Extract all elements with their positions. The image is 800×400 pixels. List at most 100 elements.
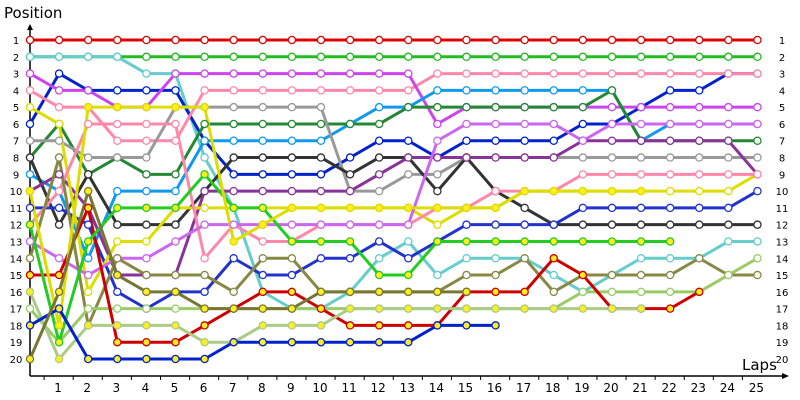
series-20-point [578, 304, 588, 313]
series-2-point [316, 52, 326, 62]
series-2-point [258, 52, 268, 62]
series-14-point [607, 170, 617, 179]
series-12-point [578, 203, 588, 213]
series-12-point [83, 220, 93, 229]
series-7-point [578, 86, 588, 95]
series-15-point [491, 119, 500, 129]
series-16-point [520, 254, 529, 263]
y-axis-arrow [27, 24, 33, 30]
series-15-point [520, 119, 529, 129]
series-1-point [54, 35, 64, 45]
series-21-point [316, 203, 326, 213]
series-4-point [113, 86, 122, 95]
series-3-point [665, 254, 675, 263]
x-tick-label: 15 [458, 381, 473, 395]
series-6-point [695, 102, 704, 112]
series-18-point [171, 337, 180, 347]
series-5-point [171, 136, 180, 145]
series-1-point [83, 35, 93, 45]
series-12-point [287, 270, 297, 280]
series-5-point [316, 86, 326, 95]
series-12-point [695, 203, 704, 213]
series-6-point [258, 69, 268, 78]
series-line-18 [30, 206, 701, 344]
series-4-point [549, 136, 559, 145]
series-7-point [200, 136, 209, 145]
series-2-point [374, 52, 384, 62]
series-23-point [200, 304, 209, 313]
x-tick-label: 4 [142, 381, 150, 395]
series-11-point [491, 153, 500, 162]
series-21-point [142, 102, 151, 112]
series-18-point [258, 287, 268, 297]
series-2-point [287, 52, 297, 62]
series-15-point [607, 119, 617, 129]
series-23-point [404, 287, 413, 297]
series-7-point [142, 186, 151, 196]
series-3-point [724, 237, 733, 246]
series-20-point [374, 304, 384, 313]
series-16-point [665, 270, 675, 280]
series-19-point [113, 203, 122, 213]
series-2-point [171, 52, 180, 62]
series-12-point [316, 254, 326, 263]
series-line-22 [29, 307, 496, 361]
series-5-point [724, 69, 733, 78]
series-19-point [491, 237, 500, 246]
series-19-point [200, 170, 209, 179]
series-6-point [636, 102, 646, 112]
series-10-point [665, 220, 675, 229]
series-12-point [724, 203, 733, 213]
series-4-point [665, 86, 675, 95]
series-line-15 [29, 122, 758, 277]
series-5-point [200, 86, 209, 95]
series-11-point [404, 153, 413, 162]
series-11-point [433, 153, 442, 162]
series-16-point [636, 270, 646, 280]
series-1-point [636, 35, 646, 45]
series-21-point [433, 203, 442, 213]
series-22-point [54, 304, 64, 313]
series-3-point [753, 237, 762, 246]
series-5-point [549, 69, 559, 78]
x-tick-label: 11 [341, 381, 356, 395]
series-line-20 [28, 291, 642, 361]
series-22-point [142, 354, 151, 364]
series-15-point [83, 270, 93, 280]
series-8-point [404, 102, 413, 112]
y-tick-label-right: 1 [779, 36, 785, 47]
y-tick-label-right: 19 [776, 338, 789, 349]
x-tick-label: 22 [662, 381, 677, 395]
series-5-point [636, 69, 646, 78]
y-tick-label-right: 3 [779, 70, 785, 81]
series-19-point [374, 270, 384, 280]
series-20-point [113, 321, 122, 330]
series-8-point [578, 102, 588, 112]
series-7-point [520, 86, 529, 95]
series-8-point [171, 170, 180, 179]
series-1-point [25, 35, 35, 45]
series-6-point [345, 69, 355, 78]
series-10-point [724, 220, 733, 229]
series-17-point [113, 304, 122, 313]
series-12-point [607, 203, 617, 213]
series-17-point [142, 304, 151, 313]
series-12-point [113, 287, 122, 297]
series-5-point [462, 69, 471, 78]
series-line-9 [30, 105, 758, 193]
series-23-point [113, 270, 122, 280]
series-19-point [229, 203, 238, 213]
series-16-point [462, 270, 471, 280]
series-line-5 [29, 72, 758, 143]
series-11-point [200, 186, 209, 196]
series-14-point [171, 119, 180, 129]
series-5-point [374, 86, 384, 95]
series-22-point [258, 337, 268, 347]
series-6-point [665, 102, 675, 112]
y-tick-label-left: 14 [10, 254, 23, 265]
series-15-point [200, 220, 209, 229]
x-tick-label: 23 [691, 381, 706, 395]
series-6-point [753, 102, 762, 112]
series-23-point [433, 287, 442, 297]
series-18-point [549, 254, 559, 263]
